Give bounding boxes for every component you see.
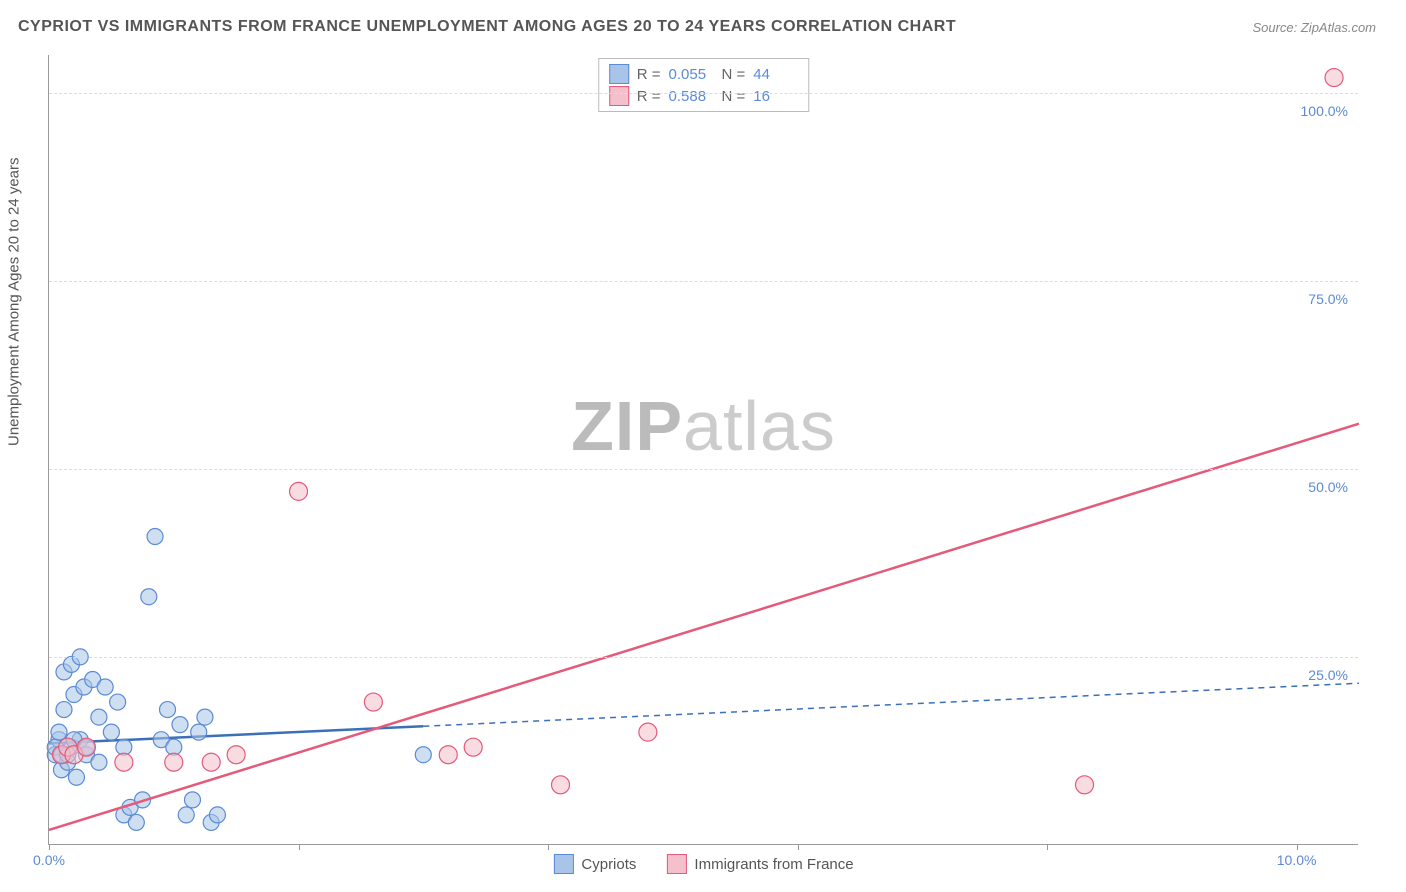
data-point	[552, 776, 570, 794]
x-tick	[49, 844, 50, 850]
source-attribution: Source: ZipAtlas.com	[1252, 20, 1376, 35]
legend-series-name: Immigrants from France	[694, 856, 853, 873]
x-tick	[1047, 844, 1048, 850]
data-point	[1076, 776, 1094, 794]
legend-item: Cypriots	[553, 854, 636, 874]
legend-series-name: Cypriots	[581, 856, 636, 873]
data-point	[197, 709, 213, 725]
data-point	[415, 747, 431, 763]
gridline	[49, 657, 1358, 658]
data-point	[103, 724, 119, 740]
y-tick-label: 25.0%	[1308, 667, 1348, 683]
data-point	[191, 724, 207, 740]
data-point	[178, 807, 194, 823]
data-point	[464, 738, 482, 756]
chart-title: CYPRIOT VS IMMIGRANTS FROM FRANCE UNEMPL…	[18, 18, 956, 36]
data-point	[439, 746, 457, 764]
trend-line	[49, 424, 1359, 830]
gridline	[49, 469, 1358, 470]
y-tick-label: 100.0%	[1301, 103, 1348, 119]
x-tick-label: 0.0%	[33, 852, 65, 868]
legend-n-label: N =	[722, 88, 746, 105]
y-tick-label: 75.0%	[1308, 291, 1348, 307]
data-point	[639, 723, 657, 741]
data-point	[91, 709, 107, 725]
legend-n-label: N =	[722, 66, 746, 83]
legend-r-label: R =	[637, 88, 661, 105]
data-point	[91, 754, 107, 770]
data-point	[1325, 69, 1343, 87]
data-point	[68, 769, 84, 785]
legend-item: Immigrants from France	[666, 854, 853, 874]
data-point	[202, 753, 220, 771]
data-point	[172, 717, 188, 733]
data-point	[209, 807, 225, 823]
chart-plot-area: ZIPatlas R = 0.055N = 44R = 0.588N = 16 …	[48, 55, 1358, 845]
chart-svg	[49, 55, 1358, 844]
data-point	[290, 482, 308, 500]
x-tick	[1297, 844, 1298, 850]
x-tick-label: 10.0%	[1277, 852, 1317, 868]
legend-stat-row: R = 0.588 N = 16	[609, 85, 799, 107]
gridline	[49, 93, 1358, 94]
data-point	[128, 814, 144, 830]
y-tick-label: 50.0%	[1308, 479, 1348, 495]
series-legend: Cypriots Immigrants from France	[553, 854, 853, 874]
legend-n-value: 44	[753, 66, 798, 83]
data-point	[77, 738, 95, 756]
x-tick	[798, 844, 799, 850]
trend-line-dashed	[423, 683, 1359, 726]
legend-swatch	[666, 854, 686, 874]
data-point	[51, 724, 67, 740]
data-point	[364, 693, 382, 711]
x-tick	[299, 844, 300, 850]
legend-swatch	[609, 86, 629, 106]
gridline	[49, 281, 1358, 282]
data-point	[110, 694, 126, 710]
legend-stat-row: R = 0.055 N = 44	[609, 63, 799, 85]
legend-swatch	[609, 64, 629, 84]
legend-n-value: 16	[753, 88, 798, 105]
data-point	[115, 753, 133, 771]
data-point	[165, 753, 183, 771]
legend-swatch	[553, 854, 573, 874]
data-point	[184, 792, 200, 808]
data-point	[97, 679, 113, 695]
legend-r-value: 0.588	[669, 88, 714, 105]
data-point	[147, 529, 163, 545]
y-axis-label: Unemployment Among Ages 20 to 24 years	[6, 157, 23, 446]
legend-r-value: 0.055	[669, 66, 714, 83]
correlation-legend: R = 0.055 N = 44 R = 0.588 N = 16	[598, 58, 810, 112]
legend-r-label: R =	[637, 66, 661, 83]
data-point	[160, 702, 176, 718]
data-point	[141, 589, 157, 605]
data-point	[227, 746, 245, 764]
data-point	[56, 702, 72, 718]
x-tick	[548, 844, 549, 850]
